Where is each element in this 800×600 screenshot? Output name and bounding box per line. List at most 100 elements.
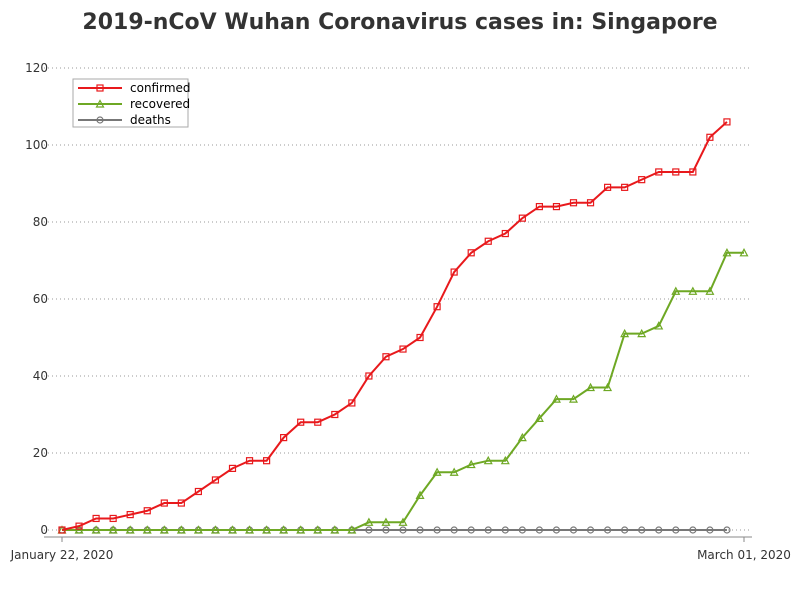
y-tick-label: 20 [33,446,48,460]
data-point [245,525,255,534]
data-point [433,303,441,311]
data-point [210,525,220,534]
data-point [467,249,475,257]
y-tick-label: 60 [33,292,48,306]
data-point [586,382,596,392]
data-point [245,457,254,465]
data-point [96,84,104,92]
data-point [484,237,492,245]
data-point [739,248,749,257]
data-point [143,507,151,515]
legend-item-deaths: deaths [78,113,171,127]
data-point [331,410,339,419]
data-point [672,168,680,176]
y-tick-label: 40 [33,369,48,383]
data-point [297,418,305,426]
data-point [432,467,442,476]
data-point [262,525,272,534]
data-point [671,286,681,295]
data-point [365,372,373,380]
data-point [58,526,66,534]
data-point [160,499,168,507]
data-point [126,511,134,519]
legend-label: recovered [130,97,190,111]
data-point [517,432,527,442]
data-point [706,133,714,141]
data-point [263,457,271,465]
data-point [466,459,476,469]
axes: 0 20 40 60 80 100 120 January 22, 2020 March 01,… [10,61,791,562]
data-point [176,525,186,534]
legend-label: deaths [130,113,171,127]
data-point [415,490,425,499]
x-tick-label: March 01, 2020 [697,548,791,562]
data-point [398,517,408,526]
series-recovered [57,248,749,534]
data-point [672,526,680,534]
data-point [638,176,646,184]
data-point [723,526,731,534]
data-point [381,517,391,526]
data-point [416,526,424,534]
data-point [518,214,526,222]
legend: confirmed recovered deaths [72,78,191,128]
data-point [723,118,731,126]
data-point [569,199,578,207]
data-point [518,526,526,534]
data-point [142,525,152,534]
data-point [483,455,493,465]
data-point [655,526,663,534]
data-point [500,455,510,465]
data-point [586,526,595,534]
data-point [688,286,698,295]
data-point [91,525,101,534]
data-point [227,525,238,534]
data-point [347,525,357,534]
data-point [449,467,459,476]
data-point [159,525,169,534]
data-point [501,229,509,238]
data-point [348,399,356,407]
data-point [586,199,595,207]
data-point [296,525,306,534]
data-point [654,321,664,330]
legend-item-confirmed: confirmed [78,81,191,95]
data-point [95,99,105,108]
data-point [96,116,104,124]
data-point [603,183,612,191]
y-tick-label: 120 [25,61,48,75]
y-tick-label: 0 [40,523,48,537]
data-point [706,526,714,534]
y-tick-label: 100 [25,138,48,152]
data-point [535,526,544,534]
data-point [416,333,424,342]
data-point [551,394,561,403]
series-layer [57,118,749,534]
data-point [313,525,323,534]
data-point [433,526,441,534]
data-point [568,394,579,403]
grid-lines [44,67,752,531]
data-point [655,168,663,176]
data-point [689,526,697,534]
chart-title: 2019-nCoV Wuhan Coronavirus cases in: Si… [82,10,718,35]
data-point [603,526,612,534]
data-point [552,526,561,534]
data-point [279,525,289,534]
data-point [399,345,407,353]
data-point [689,168,697,176]
data-point [211,476,220,484]
data-point [722,248,732,257]
y-tick-label: 80 [33,215,48,229]
data-point [467,526,475,534]
data-point [705,286,715,295]
data-point [365,526,373,534]
data-point [330,525,340,534]
data-point [92,514,100,523]
data-point [364,517,374,526]
data-point [603,382,613,392]
data-point [620,328,630,338]
series-line [61,121,728,531]
